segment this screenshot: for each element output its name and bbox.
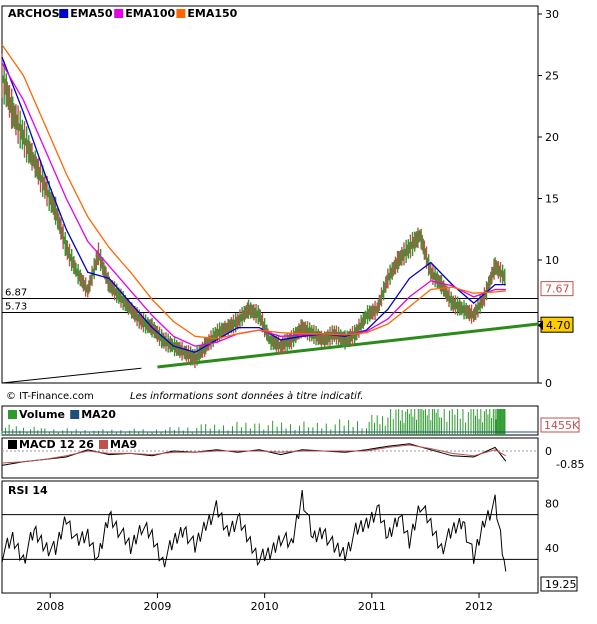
macd-value-label: -0.85 [556, 458, 584, 471]
source-label: © IT-Finance.com [6, 391, 94, 402]
legend-swatch [70, 410, 80, 419]
disclaimer-label: Les informations sont données à titre in… [130, 390, 363, 402]
volume-panel: Volume MA20 1455K [1, 405, 580, 436]
price-panel: 302520151050 6.875.73 7.674.70 ARCHOSEMA… [1, 5, 574, 402]
x-tick-label: 2008 [36, 600, 64, 613]
macd-series [1, 443, 507, 466]
legend-label: ARCHOS [8, 7, 60, 20]
rsi-line [1, 490, 507, 572]
price-y-tick-label: 30 [545, 8, 559, 21]
legend-label: EMA150 [187, 7, 237, 20]
price-bars [1, 53, 506, 368]
price-panel-frame [1, 5, 539, 384]
volume-bars [1, 409, 538, 435]
value-box-label: 7.67 [545, 283, 570, 296]
x-tick-label: 2009 [143, 600, 171, 613]
price-y-tick-label: 10 [545, 254, 559, 267]
x-axis: 2008 2009 2010 2011 2012 [36, 593, 493, 613]
legend-label: RSI 14 [8, 484, 48, 497]
legend-label: EMA50 [70, 7, 113, 20]
rsi-legend: RSI 14 [8, 484, 48, 497]
macd-legend: MACD 12 26 MA9 [8, 438, 137, 451]
legend-label: EMA100 [125, 7, 175, 20]
legend-label: Volume [19, 408, 65, 421]
value-box [540, 281, 574, 297]
price-y-tick-label: 25 [545, 70, 559, 83]
legend-swatch [8, 440, 17, 449]
price-y-axis: 302520151050 [538, 8, 559, 390]
volume-legend: Volume MA20 [8, 408, 116, 421]
volume-value-box [540, 417, 580, 433]
x-tick-label: 2012 [465, 600, 493, 613]
ema-line-ema150 [1, 44, 506, 340]
ema-line-ema50 [1, 56, 506, 354]
macd-panel-frame [1, 437, 539, 479]
rsi-y-axis: 80 40 [545, 497, 559, 555]
legend-swatch [8, 410, 17, 419]
last-price-label: 4.70 [546, 319, 571, 332]
x-tick-label: 2011 [358, 600, 386, 613]
legend-label: MA20 [81, 408, 116, 421]
trendline [1, 367, 142, 384]
rsi-y-tick-label: 40 [545, 542, 559, 555]
macd-panel: 0 MACD 12 26 MA9 -0.85 [1, 437, 584, 479]
rsi-value-box [540, 576, 578, 592]
last-price-pointer [538, 320, 543, 331]
rsi-panel: 80 40 RSI 14 19.25 [1, 480, 578, 594]
rsi-value-label: 19.25 [545, 578, 577, 591]
volume-right-labels: 1455K [540, 417, 580, 433]
macd-line-macd [1, 443, 507, 466]
legend-swatch [59, 9, 69, 18]
price-series [1, 44, 506, 354]
price-y-tick-label: 15 [545, 193, 559, 206]
rsi-series [1, 490, 507, 572]
legend-swatch [176, 9, 186, 18]
x-tick-label: 2010 [251, 600, 279, 613]
rsi-y-tick-label: 80 [545, 497, 559, 510]
price-right-labels: 7.67 4.70 [538, 281, 574, 333]
price-y-tick-label: 0 [545, 377, 552, 390]
macd-right-labels: -0.85 [556, 458, 584, 471]
legend-label: MA9 [110, 438, 137, 451]
legend-label: MACD 12 26 [19, 438, 94, 451]
price-legend: ARCHOS EMA50 EMA100 EMA150 [8, 7, 238, 20]
level-label: 5.73 [5, 302, 27, 313]
rsi-right-labels: 19.25 [540, 576, 578, 592]
level-label: 6.87 [5, 287, 27, 298]
price-y-tick-label: 20 [545, 131, 559, 144]
legend-swatch [99, 440, 108, 449]
volume-panel-frame [1, 405, 539, 436]
macd-line-ma9 [1, 444, 507, 464]
macd-y-tick-label: 0 [545, 445, 552, 458]
volume-value-label: 1455K [544, 419, 580, 432]
rsi-panel-frame [1, 480, 539, 594]
legend-swatch [114, 9, 124, 18]
